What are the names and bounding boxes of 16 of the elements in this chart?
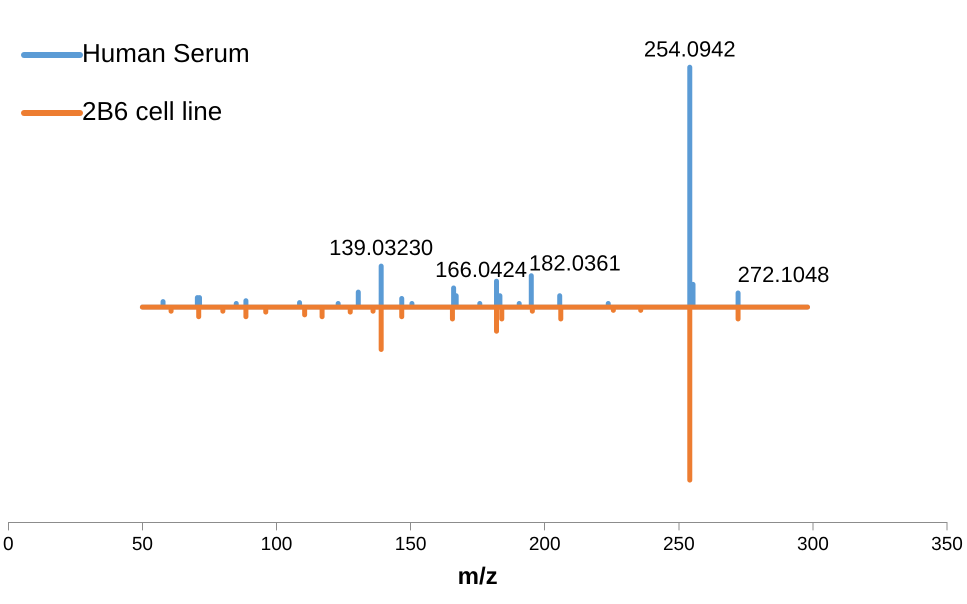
x-tick-label: 200 xyxy=(528,534,561,556)
x-tick-label: 150 xyxy=(394,534,426,556)
annotation: 254.0942 xyxy=(644,36,736,62)
x-axis-title: m/z xyxy=(458,563,498,590)
legend-label: Human Serum xyxy=(82,38,250,68)
x-tick-label: 350 xyxy=(931,534,963,556)
x-tick-label: 250 xyxy=(662,534,695,556)
annotation: 272.1048 xyxy=(738,262,830,288)
annotation: 166.0424 xyxy=(435,257,527,282)
x-tick-label: 300 xyxy=(797,534,829,556)
annotation: 182.0361 xyxy=(528,250,621,276)
annotation: 139.03230 xyxy=(329,235,434,260)
x-tick-label: 100 xyxy=(260,534,292,556)
x-tick-label: 50 xyxy=(132,534,153,556)
legend-label: 2B6 cell line xyxy=(82,96,222,126)
x-tick-label: 0 xyxy=(2,534,14,556)
